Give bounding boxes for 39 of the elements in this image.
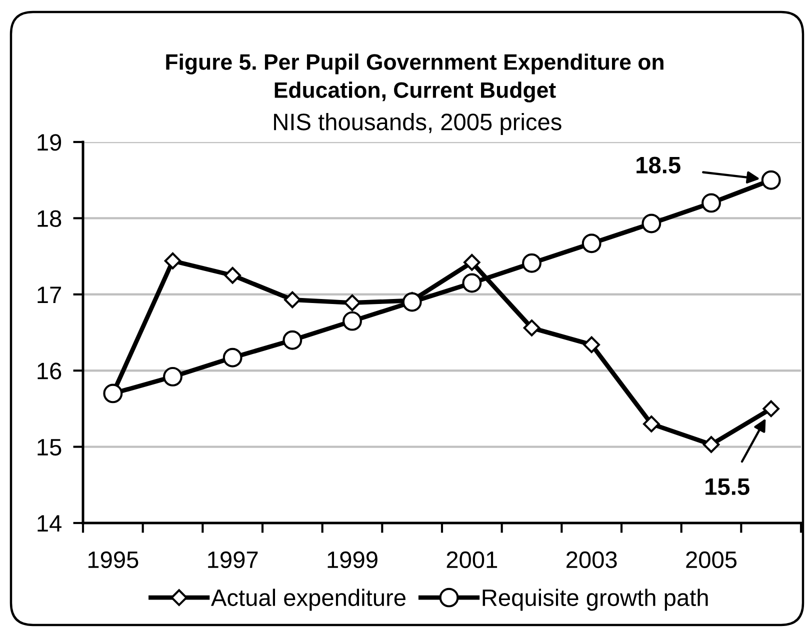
point xyxy=(762,400,780,418)
chart-title: Figure 5. Per Pupil Government Expenditure on Education, Current Budget xyxy=(166,54,664,102)
x-tick-label: 2005 xyxy=(686,551,737,568)
x-tick-label: 2003 xyxy=(566,551,617,568)
y-tick-label: 16 xyxy=(38,362,62,380)
point xyxy=(344,294,361,312)
data-label: 15.5 xyxy=(706,478,750,496)
legend-label: Requisite growth path xyxy=(482,588,708,611)
x-tick-label: 2001 xyxy=(446,551,498,568)
point xyxy=(402,292,422,312)
x-tick-label: 1997 xyxy=(208,551,258,568)
y-tick-label: 17 xyxy=(38,286,61,303)
point xyxy=(462,273,482,293)
data-label: 18.5 xyxy=(636,156,680,174)
point xyxy=(643,416,660,432)
point xyxy=(702,436,720,453)
x-tick-label: 1999 xyxy=(328,551,378,568)
point xyxy=(583,336,600,354)
point xyxy=(224,266,241,284)
legend-label: Actual expenditure xyxy=(211,588,406,611)
point xyxy=(164,252,182,270)
chart-subtitle: NIS thousands, 2005 prices xyxy=(274,112,562,136)
point xyxy=(464,254,480,271)
point xyxy=(163,366,182,386)
y-tick-label: 14 xyxy=(38,515,62,532)
y-tick-label: 18 xyxy=(38,210,62,227)
y-tick-label: 15 xyxy=(38,439,62,456)
y-tick-label: 19 xyxy=(38,134,62,151)
point xyxy=(761,170,781,190)
point xyxy=(582,234,602,254)
point xyxy=(342,311,362,331)
x-tick-label: 1995 xyxy=(88,551,138,568)
point xyxy=(284,291,301,308)
point xyxy=(282,330,302,350)
point xyxy=(642,214,662,234)
point xyxy=(222,348,242,368)
point xyxy=(522,253,542,273)
point xyxy=(702,193,721,213)
point xyxy=(523,320,540,336)
